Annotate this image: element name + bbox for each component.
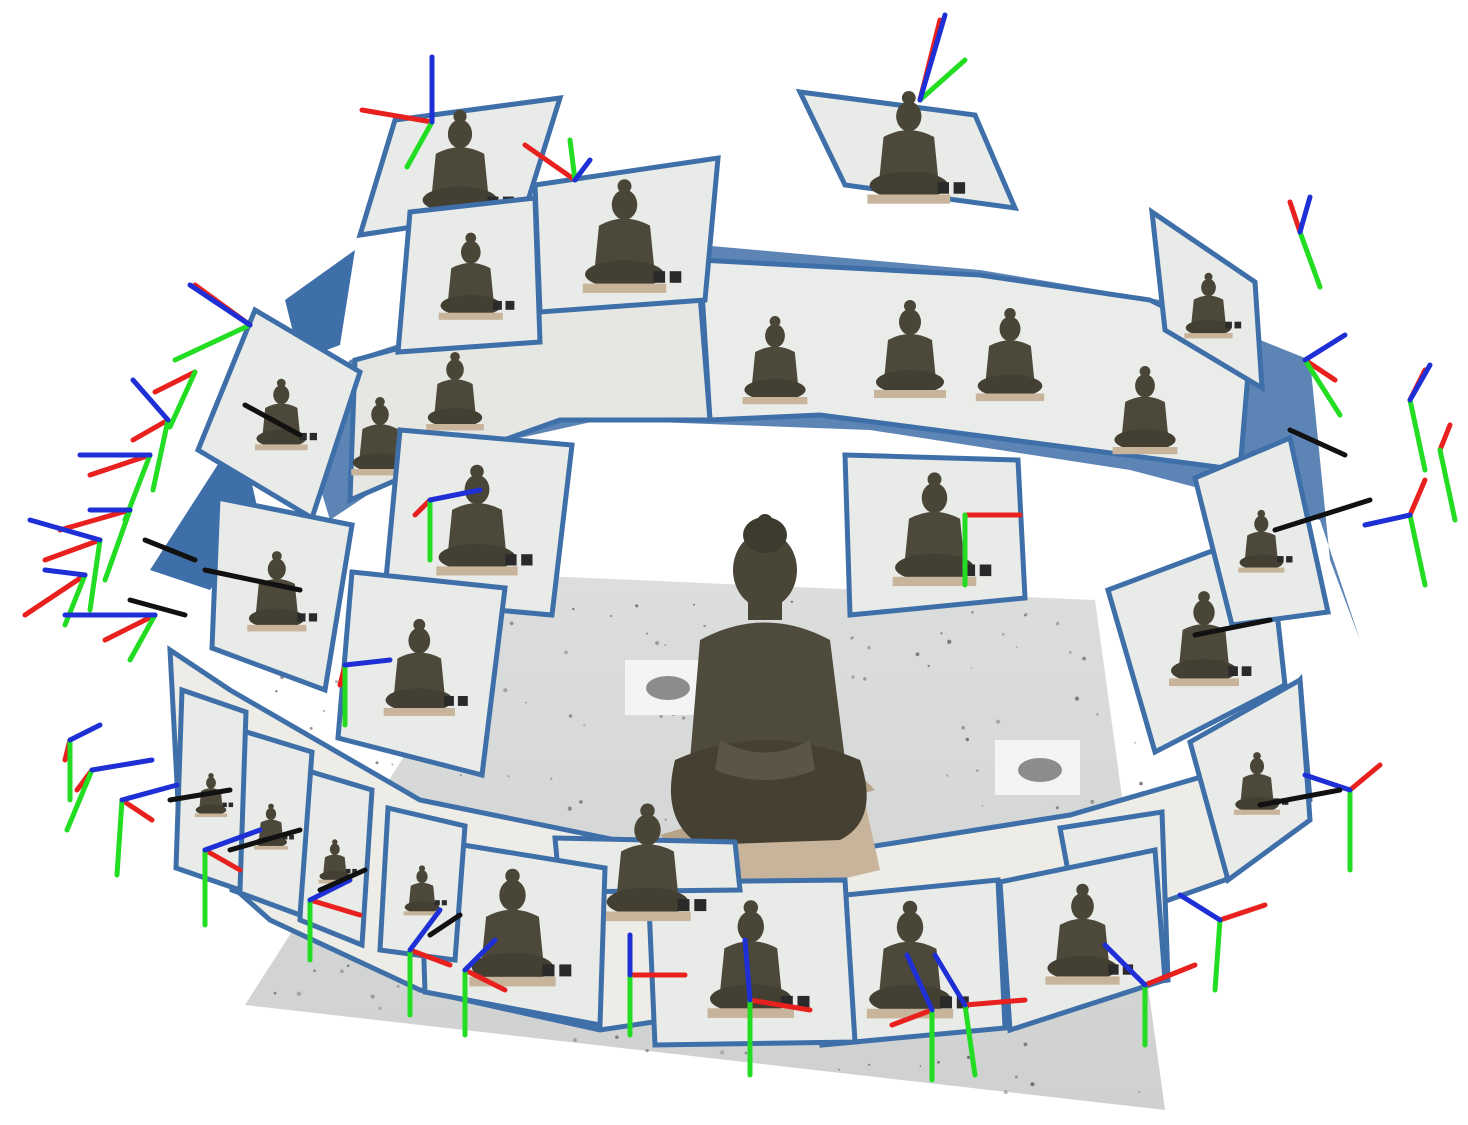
camera-view-ray <box>1192 617 1273 638</box>
camera-axis-gizmo <box>114 782 180 878</box>
camera-frame <box>1192 434 1332 628</box>
camera-axis-gizmo <box>172 282 253 363</box>
camera-axis-gizmo <box>889 952 935 1083</box>
camera-axis-gizmo <box>462 937 508 1038</box>
camera-axis-gizmo <box>307 877 363 963</box>
camera-axis-gizmo <box>1302 762 1383 873</box>
camera-frame <box>795 88 1020 212</box>
camera-axis-gizmo <box>202 827 263 928</box>
camera-axis-gizmo <box>1302 332 1348 418</box>
camera-axes <box>22 12 1458 1083</box>
camera-axis-gizmo <box>130 377 171 493</box>
camera-axis-gizmo <box>62 612 158 663</box>
camera-frame <box>381 427 575 618</box>
camera-axis-gizmo <box>1362 477 1428 588</box>
camera-view-ray <box>227 827 303 853</box>
camera-view-ray <box>242 402 303 438</box>
camera-axis-gizmo <box>522 137 593 183</box>
camera-view-ray <box>317 867 368 893</box>
camera-axis-gizmo <box>932 952 1028 1078</box>
camera-frame <box>842 452 1028 618</box>
camera-frame <box>1148 206 1265 393</box>
camera-frame <box>173 686 249 894</box>
camera-frame <box>645 877 858 1048</box>
camera-axis-gizmo <box>412 487 483 563</box>
camera-axis-gizmo <box>917 12 968 103</box>
camera-axis-gizmo <box>152 369 198 430</box>
camera-frame <box>209 494 355 694</box>
camera-axis-gizmo <box>62 722 103 803</box>
camera-frame <box>395 195 543 355</box>
camera-view-ray <box>202 567 303 593</box>
camera-view-ray <box>427 912 463 938</box>
camera-axis-gizmo <box>27 517 103 613</box>
camera-axis-gizmo <box>1287 194 1323 290</box>
camera-axis-gizmo <box>407 907 453 1018</box>
camera-axis-gizmo <box>64 757 155 833</box>
camera-frame <box>335 569 508 779</box>
camera-axis-gizmo <box>57 507 133 583</box>
camera-view-ray <box>1257 787 1343 808</box>
camera-axis-gizmo <box>1437 422 1458 523</box>
camera-view-ray <box>1287 427 1348 458</box>
camera-view-ray <box>127 597 188 618</box>
camera-axis-gizmo <box>1407 362 1433 473</box>
camera-axis-gizmo <box>359 54 435 170</box>
camera-axis-gizmo <box>627 932 688 1038</box>
camera-frame <box>532 155 721 315</box>
camera-axis-gizmo <box>337 657 393 728</box>
camera-axis-gizmo <box>742 937 813 1078</box>
camera-frames <box>173 88 1332 1048</box>
camera-view-ray <box>1272 497 1373 533</box>
camera-frame <box>377 804 468 963</box>
camera-axis-gizmo <box>962 512 1023 588</box>
camera-axis-gizmo <box>1102 942 1198 1048</box>
camera-view-ray <box>167 787 233 803</box>
camera-axis-gizmo <box>1177 892 1268 993</box>
camera-view-ray <box>142 537 198 563</box>
